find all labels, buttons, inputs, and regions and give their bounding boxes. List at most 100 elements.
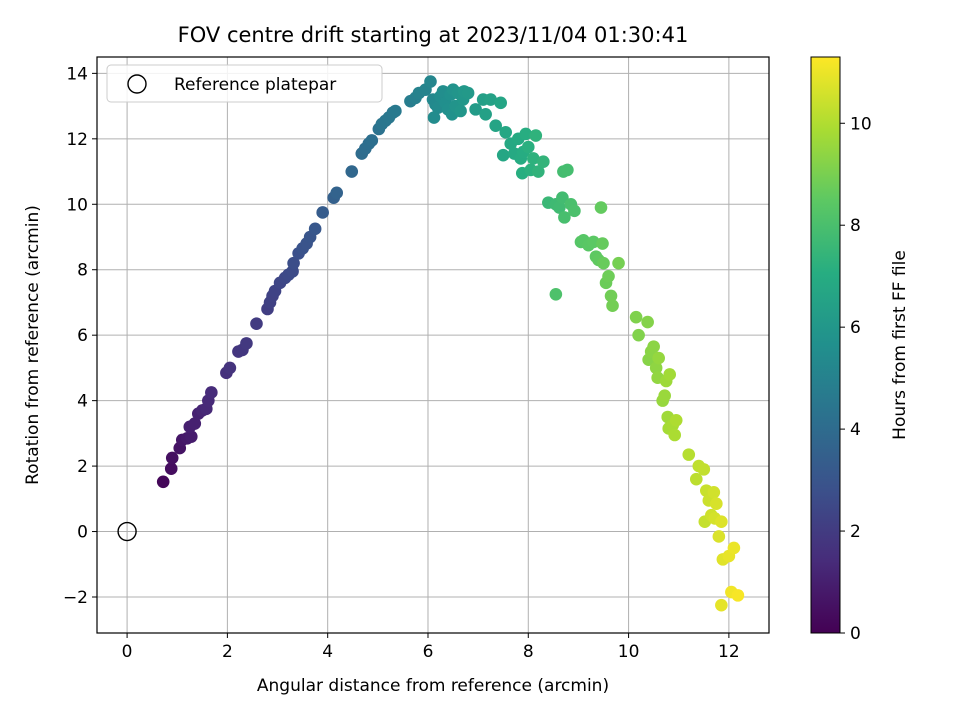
data-point [532,165,545,178]
data-point [647,340,660,353]
data-point [461,86,475,100]
data-point [469,103,482,116]
data-point [597,256,610,270]
y-tick-label: 2 [77,457,88,477]
data-point [715,515,728,529]
colorbar-label: Hours from first FF file [890,250,910,440]
data-point [629,310,643,324]
legend-entry-reference: Reference platepar [174,75,336,95]
data-point [606,299,619,313]
y-tick-label: −2 [63,588,88,608]
data-point [188,417,202,430]
data-point [689,472,703,486]
y-tick-label: 14 [66,64,88,84]
data-point [308,222,322,236]
data-point [663,368,677,381]
data-point [558,211,571,224]
x-tick-label: 0 [122,642,133,662]
legend: Reference platepar [106,64,383,103]
grid-lines [97,57,769,633]
x-tick-label: 12 [718,642,740,662]
data-point [652,351,665,365]
data-point [712,530,726,543]
data-point [604,289,618,303]
colorbar-tick-label: 2 [850,522,861,542]
data-point [549,287,563,301]
y-axis-ticks: −2 0 2 4 6 8 10 12 14 [63,64,97,608]
reference-point [117,521,137,542]
data-point [250,317,263,331]
data-point [427,111,441,124]
x-tick-label: 6 [423,642,434,662]
plot-frame [96,56,770,634]
data-point [424,75,437,88]
data-point [389,104,402,118]
y-axis-label: Rotation from reference (arcmin) [23,205,43,485]
data-point [658,389,671,403]
colorbar-gradient [810,56,841,634]
x-axis-label: Angular distance from reference (arcmin) [257,676,609,696]
data-point [223,361,237,375]
chart-title: FOV centre drift starting at 2023/11/04 … [178,23,689,47]
data-point [707,485,721,499]
data-point [184,430,198,443]
data-point [682,448,696,461]
data-point [731,589,745,602]
data-point [494,96,508,110]
data-point [561,163,574,177]
data-point [632,328,645,342]
x-tick-label: 10 [618,642,640,662]
data-point [499,125,513,139]
y-tick-label: 10 [66,195,88,215]
y-tick-label: 12 [66,130,88,150]
data-point [365,134,379,147]
data-point [496,148,510,162]
data-point [454,104,467,118]
data-point [479,107,492,121]
data-point [649,361,663,375]
legend-marker-reference [127,74,147,94]
x-tick-label: 2 [222,642,233,662]
data-point [568,204,581,218]
data-point [316,206,329,219]
colorbar-tick-label: 0 [850,624,861,644]
x-axis-ticks: 0 2 4 6 8 10 12 [122,633,740,662]
data-point [668,428,682,442]
colorbar: 0 2 4 6 8 10 Hours from first FF file [810,56,910,644]
y-tick-label: 4 [77,392,88,412]
data-point [602,269,615,283]
data-point [669,413,683,427]
colorbar-tick-label: 4 [850,420,861,440]
colorbar-tick-label: 6 [850,318,861,338]
data-point [287,256,300,270]
data-point [529,129,543,142]
data-point [205,386,218,399]
data-point [697,463,711,476]
data-point [553,201,566,214]
data-point [556,191,569,205]
data-point [715,598,728,612]
data-point [330,186,344,200]
data-point [526,152,540,165]
data-point [612,256,625,270]
colorbar-tick-label: 10 [850,114,872,134]
data-point [596,237,609,250]
data-point [710,497,723,511]
y-tick-label: 0 [77,523,88,543]
x-tick-label: 8 [523,642,534,662]
y-tick-label: 6 [77,326,88,346]
data-point [484,93,497,106]
data-point [345,165,359,178]
x-tick-label: 4 [322,642,333,662]
data-point [165,451,179,465]
colorbar-ticks: 0 2 4 6 8 10 [840,114,872,644]
data-point [594,201,608,214]
y-tick-label: 8 [77,261,88,281]
data-point [489,119,502,133]
colorbar-tick-label: 8 [850,216,861,236]
data-point [519,127,533,141]
legend-box [106,64,383,103]
data-point [240,337,253,350]
data-point [164,462,178,476]
